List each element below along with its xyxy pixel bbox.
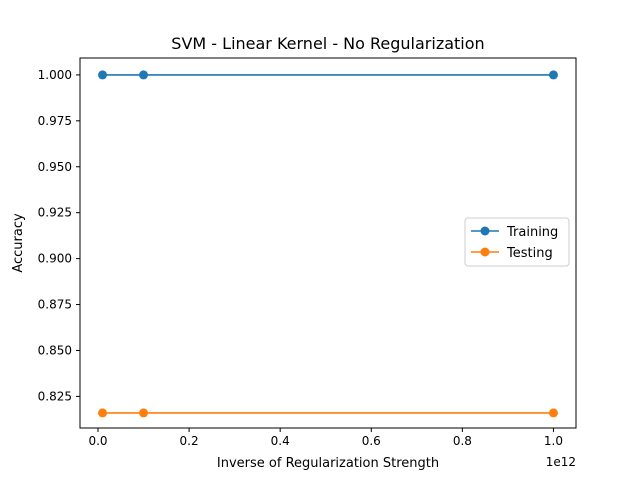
data-point-testing (98, 408, 108, 418)
legend-label-testing: Testing (506, 246, 553, 261)
plot-area (98, 70, 558, 418)
y-axis-label: Accuracy (11, 213, 26, 273)
data-point-training (548, 70, 558, 80)
y-tick-label: 0.925 (38, 206, 72, 220)
y-tick-label: 0.900 (38, 252, 72, 266)
x-tick-label: 0.4 (271, 434, 290, 448)
x-axis-offset-label: 1e12 (546, 455, 576, 469)
axes-frame (79, 57, 577, 429)
chart-title: SVM - Linear Kernel - No Regularization (171, 34, 484, 53)
x-axis-ticks: 0.0 0.2 0.4 0.6 0.8 1.0 (88, 428, 563, 448)
legend-marker-training (480, 226, 490, 236)
y-axis-ticks: 0.825 0.850 0.875 0.900 0.925 0.950 0.975 1.000 (38, 68, 80, 403)
y-tick-label: 0.875 (38, 298, 72, 312)
data-point-testing (139, 408, 149, 418)
legend-marker-testing (480, 247, 490, 257)
x-tick-label: 0.6 (362, 434, 381, 448)
legend-box (464, 217, 570, 267)
y-tick-label: 1.000 (38, 68, 72, 82)
legend: Training Testing (464, 217, 570, 267)
y-tick-label: 0.850 (38, 343, 72, 357)
x-axis-label: Inverse of Regularization Strength (217, 456, 439, 471)
data-point-training (98, 70, 108, 80)
y-tick-label: 0.825 (38, 389, 72, 403)
data-point-training (139, 70, 149, 80)
y-tick-label: 0.975 (38, 114, 72, 128)
x-tick-label: 0.0 (88, 434, 107, 448)
legend-label-training: Training (506, 225, 558, 240)
x-tick-label: 0.8 (453, 434, 472, 448)
data-point-testing (548, 408, 558, 418)
x-tick-label: 0.2 (180, 434, 199, 448)
y-tick-label: 0.950 (38, 160, 72, 174)
x-tick-label: 1.0 (544, 434, 563, 448)
